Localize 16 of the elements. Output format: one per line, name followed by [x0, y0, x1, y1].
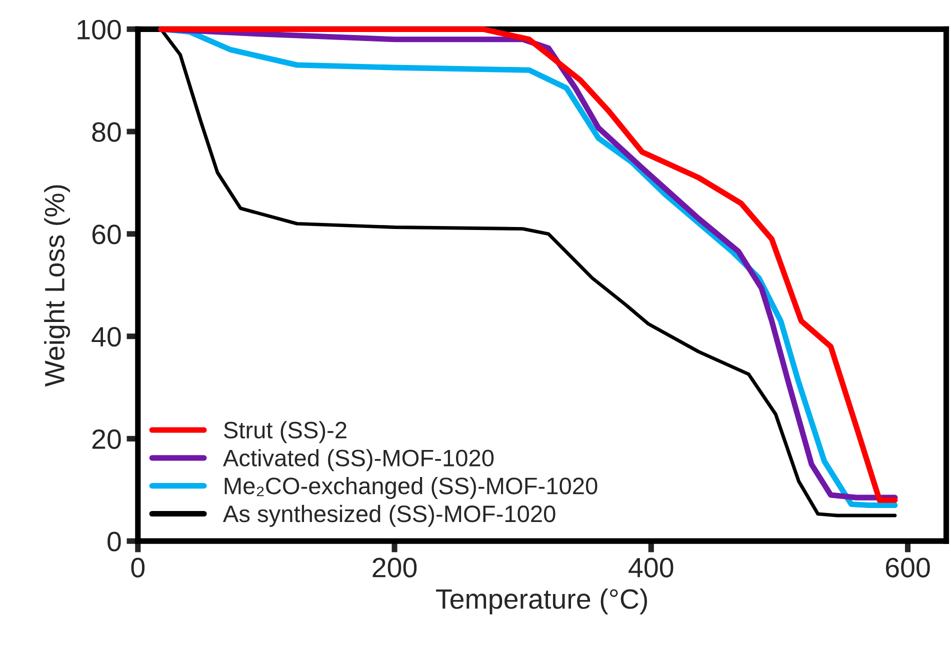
x-tick-label: 0 — [131, 558, 145, 578]
y-tick-label: 60 — [92, 224, 121, 244]
y-tick-label: 100 — [78, 20, 121, 40]
y-tick-label: 20 — [92, 429, 121, 450]
y-tick-label: 80 — [92, 122, 121, 142]
x-tick-label: 600 — [886, 558, 930, 578]
y-axis-title: Weight Loss (%) — [44, 185, 70, 387]
legend-label: Activated (SS)-MOF-1020 — [222, 449, 494, 472]
x-tick-label: 200 — [372, 558, 417, 578]
legend-label: As synthesized (SS)-MOF-1020 — [222, 504, 556, 527]
x-tick-label: 400 — [628, 558, 674, 578]
y-tick-label: 0 — [108, 532, 121, 552]
legend-label: Me₂CO-exchanged (SS)-MOF-1020 — [224, 476, 598, 499]
legend-label: Strut (SS)-2 — [224, 421, 346, 444]
y-tick-label: 40 — [92, 326, 121, 347]
x-axis-title: Temperature (°C) — [436, 588, 648, 614]
